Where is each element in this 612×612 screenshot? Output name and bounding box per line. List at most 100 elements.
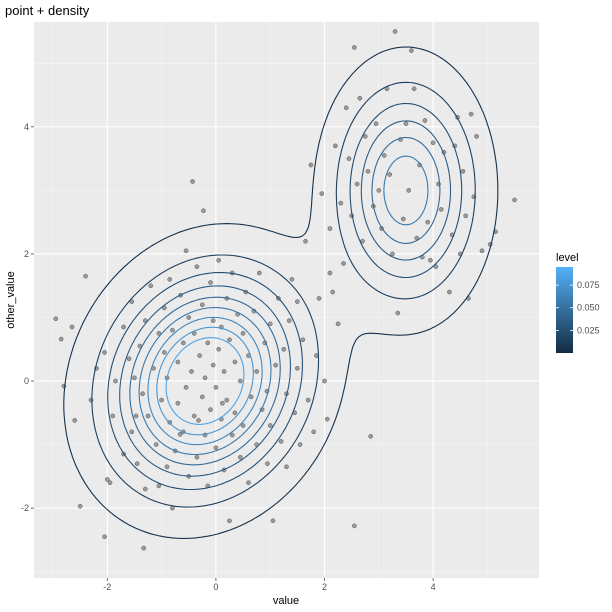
data-point (229, 432, 235, 438)
data-point (270, 518, 276, 524)
data-point (376, 188, 382, 193)
data-point (129, 429, 135, 435)
data-point (381, 153, 387, 158)
density-contours (63, 46, 499, 539)
data-point (159, 397, 164, 403)
data-point (216, 257, 221, 263)
data-point (341, 261, 346, 266)
density-contour (129, 136, 441, 466)
data-point (177, 432, 183, 437)
data-point (390, 251, 395, 257)
data-point (387, 172, 393, 177)
data-point (512, 197, 517, 203)
data-point (281, 346, 287, 352)
data-point (346, 156, 352, 161)
data-point (205, 340, 211, 346)
x-tick-label: -2 (103, 582, 111, 592)
data-point (156, 331, 162, 336)
data-point (210, 318, 216, 324)
data-point (303, 238, 308, 244)
data-point (240, 331, 246, 336)
data-point (227, 337, 232, 343)
data-point (194, 264, 200, 269)
data-point (265, 461, 270, 466)
density-contour (119, 120, 452, 477)
data-point (474, 134, 479, 139)
data-point (237, 378, 243, 384)
data-point (224, 397, 230, 403)
data-point (164, 464, 170, 470)
data-point (357, 95, 363, 101)
data-point (194, 454, 200, 460)
legend: level 0.025 0.050 0.075 (556, 252, 600, 353)
density-contour (138, 155, 429, 456)
data-point (295, 365, 300, 371)
data-point (409, 48, 414, 53)
data-point (232, 410, 238, 416)
data-point (213, 385, 219, 390)
data-point (102, 534, 107, 540)
data-point (395, 310, 401, 316)
data-point (126, 356, 132, 362)
data-point (338, 200, 344, 206)
data-point (153, 442, 159, 447)
data-point (83, 273, 88, 279)
data-point (460, 168, 466, 174)
data-point (196, 418, 201, 423)
data-point (438, 207, 444, 212)
data-point (406, 188, 412, 193)
y-tick-label: 2 (24, 249, 29, 259)
density-contour (147, 316, 263, 446)
data-point (140, 391, 145, 397)
data-point (104, 477, 110, 482)
data-point (183, 248, 189, 254)
data-point (142, 486, 148, 492)
data-point (220, 400, 225, 406)
data-point (352, 523, 357, 529)
density-contour (165, 337, 245, 425)
data-point (77, 503, 83, 509)
data-point (463, 213, 469, 219)
data-point (267, 423, 273, 428)
data-point (190, 179, 195, 184)
x-axis-title: value (273, 595, 299, 607)
data-point (145, 413, 151, 419)
data-point (324, 416, 330, 422)
data-point (286, 318, 292, 324)
legend-tick-label: 0.025 (577, 325, 600, 335)
density-contour (91, 81, 476, 508)
data-point (433, 264, 439, 269)
data-point (289, 276, 295, 282)
data-point (199, 394, 205, 400)
legend-tick-label: 0.075 (577, 280, 600, 290)
data-point (210, 362, 216, 368)
data-point (189, 369, 194, 374)
data-point (110, 413, 116, 419)
data-point (213, 445, 219, 451)
data-point (319, 191, 325, 196)
data-point (447, 289, 452, 295)
data-point (479, 248, 485, 254)
x-tick-label: 2 (322, 582, 327, 592)
data-point (354, 181, 360, 187)
data-point (400, 216, 406, 222)
data-point (403, 121, 409, 127)
chart-title: point + density (5, 3, 90, 18)
data-point (430, 140, 436, 146)
data-point (88, 397, 94, 403)
data-point (175, 400, 181, 406)
legend-title: level (556, 252, 579, 264)
data-point (216, 346, 221, 352)
data-point (335, 321, 341, 327)
minor-gridlines (34, 22, 539, 578)
data-point (161, 350, 167, 355)
data-point (343, 105, 349, 111)
data-point (199, 302, 205, 308)
data-point (422, 118, 428, 123)
data-point (201, 208, 206, 214)
data-point (311, 429, 317, 435)
data-point (284, 464, 289, 470)
data-point (295, 299, 300, 304)
data-point (53, 316, 59, 322)
